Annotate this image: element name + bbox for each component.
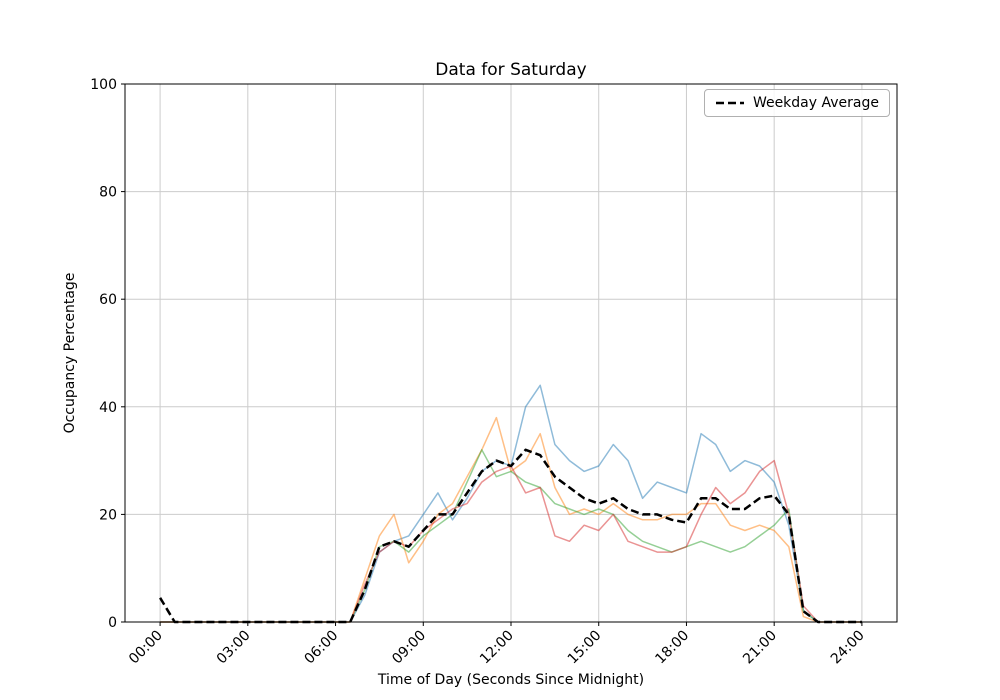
x-tick-label: 06:00 xyxy=(302,628,342,668)
legend: Weekday Average xyxy=(703,89,890,117)
chart-title: Data for Saturday xyxy=(435,60,587,80)
x-tick-label: 09:00 xyxy=(389,628,429,668)
legend-dash-sample-icon xyxy=(715,101,744,105)
x-tick-label: 24:00 xyxy=(828,628,868,668)
x-tick-label: 03:00 xyxy=(214,628,254,668)
x-tick-label: 18:00 xyxy=(652,628,692,668)
y-tick-label: 40 xyxy=(99,400,117,416)
x-axis-label: Time of Day (Seconds Since Midnight) xyxy=(377,672,645,688)
y-tick-label: 80 xyxy=(99,185,117,201)
y-tick-label: 0 xyxy=(108,615,117,631)
y-tick-label: 60 xyxy=(99,292,117,308)
y-tick-label: 100 xyxy=(90,77,117,93)
legend-label: Weekday Average xyxy=(752,95,879,111)
x-tick-label: 21:00 xyxy=(740,628,780,668)
x-tick-label: 15:00 xyxy=(565,628,605,668)
x-tick-label: 12:00 xyxy=(477,628,517,668)
y-tick-label: 20 xyxy=(99,507,117,523)
series-line-weekday-average xyxy=(159,448,862,624)
x-tick-label: 00:00 xyxy=(126,628,166,668)
